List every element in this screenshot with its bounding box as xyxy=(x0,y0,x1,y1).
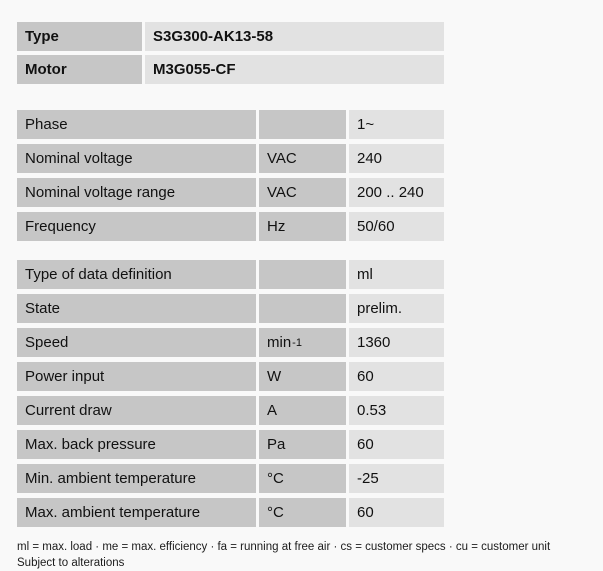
spec-label-cell: Current draw xyxy=(17,396,256,425)
spec-row-data-definition: Type of data definition ml xyxy=(17,260,444,289)
spec-table-performance: Type of data definition ml State prelim.… xyxy=(17,260,444,527)
spec-label-cell: Nominal voltage range xyxy=(17,178,256,207)
spec-value-cell: prelim. xyxy=(349,294,444,323)
spec-unit-cell xyxy=(259,260,346,289)
type-label: Type xyxy=(17,22,142,51)
subject-to-alterations-note: Subject to alterations xyxy=(17,557,125,569)
spec-row-nominal-voltage: Nominal voltage VAC 240 xyxy=(17,144,444,173)
spec-row-phase: Phase 1~ xyxy=(17,110,444,139)
spec-value-cell: 1360 xyxy=(349,328,444,357)
spec-unit-cell xyxy=(259,294,346,323)
spec-row-max-ambient-temperature: Max. ambient temperature °C 60 xyxy=(17,498,444,527)
type-value: S3G300-AK13-58 xyxy=(145,22,444,51)
spec-table-electrical: Phase 1~ Nominal voltage VAC 240 Nominal… xyxy=(17,110,444,241)
spec-label-cell: Power input xyxy=(17,362,256,391)
spec-value-cell: 200 .. 240 xyxy=(349,178,444,207)
spec-label-cell: Nominal voltage xyxy=(17,144,256,173)
spec-unit-cell: Hz xyxy=(259,212,346,241)
spec-label-cell: Min. ambient temperature xyxy=(17,464,256,493)
spec-label-cell: Speed xyxy=(17,328,256,357)
spec-unit-cell: min -1 xyxy=(259,328,346,357)
spec-label-cell: Type of data definition xyxy=(17,260,256,289)
legend-text: ml = max. load · me = max. efficiency · … xyxy=(17,541,551,553)
spec-row-nominal-voltage-range: Nominal voltage range VAC 200 .. 240 xyxy=(17,178,444,207)
spec-value-cell: -25 xyxy=(349,464,444,493)
spec-unit-cell: °C xyxy=(259,498,346,527)
spec-value-cell: 240 xyxy=(349,144,444,173)
spec-unit-cell: A xyxy=(259,396,346,425)
spec-unit-cell: VAC xyxy=(259,144,346,173)
header-table: Type S3G300-AK13-58 Motor M3G055-CF xyxy=(17,22,444,84)
spec-value-cell: 60 xyxy=(349,430,444,459)
spec-unit-cell: °C xyxy=(259,464,346,493)
spec-value-cell: 60 xyxy=(349,362,444,391)
spec-value-cell: 1~ xyxy=(349,110,444,139)
spec-row-current-draw: Current draw A 0.53 xyxy=(17,396,444,425)
spec-label-cell: Frequency xyxy=(17,212,256,241)
spec-unit-cell: W xyxy=(259,362,346,391)
header-row-motor: Motor M3G055-CF xyxy=(17,55,444,84)
spec-value-cell: 50/60 xyxy=(349,212,444,241)
spec-value-cell: 60 xyxy=(349,498,444,527)
spec-label-cell: Phase xyxy=(17,110,256,139)
spec-label-cell: State xyxy=(17,294,256,323)
spec-value-cell: ml xyxy=(349,260,444,289)
spec-label-cell: Max. ambient temperature xyxy=(17,498,256,527)
spec-row-max-back-pressure: Max. back pressure Pa 60 xyxy=(17,430,444,459)
footer: ml = max. load · me = max. efficiency · … xyxy=(17,539,597,571)
spec-unit-cell: VAC xyxy=(259,178,346,207)
spec-unit-cell xyxy=(259,110,346,139)
spec-row-speed: Speed min -1 1360 xyxy=(17,328,444,357)
section-gap xyxy=(17,88,603,110)
section-gap xyxy=(17,246,603,260)
spec-value-cell: 0.53 xyxy=(349,396,444,425)
spec-unit-cell: Pa xyxy=(259,430,346,459)
spec-row-frequency: Frequency Hz 50/60 xyxy=(17,212,444,241)
motor-label: Motor xyxy=(17,55,142,84)
spec-label-cell: Max. back pressure xyxy=(17,430,256,459)
spec-row-min-ambient-temperature: Min. ambient temperature °C -25 xyxy=(17,464,444,493)
spec-row-power-input: Power input W 60 xyxy=(17,362,444,391)
unit-base: min xyxy=(267,334,292,351)
motor-value: M3G055-CF xyxy=(145,55,444,84)
spec-row-state: State prelim. xyxy=(17,294,444,323)
header-row-type: Type S3G300-AK13-58 xyxy=(17,22,444,51)
